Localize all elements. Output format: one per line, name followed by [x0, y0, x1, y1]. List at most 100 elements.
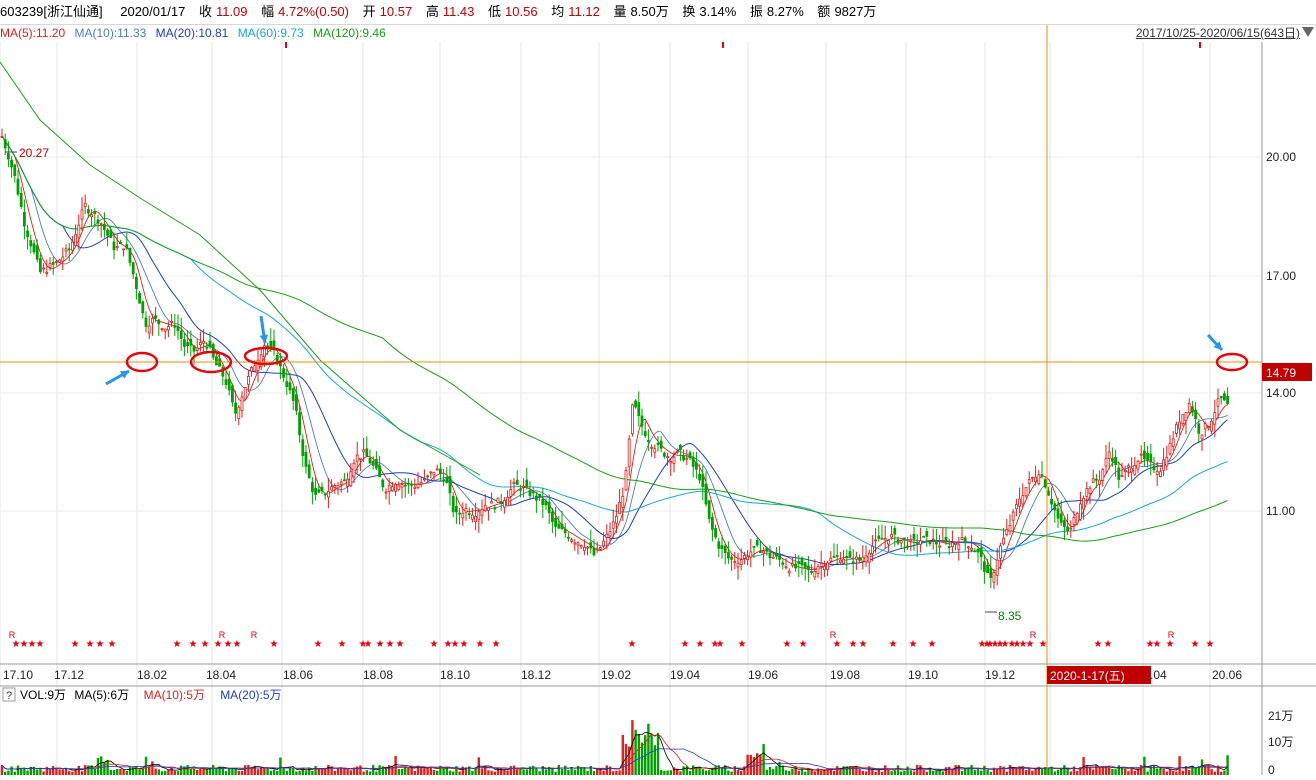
volume-bar [551, 767, 554, 775]
candle [720, 534, 724, 559]
volume-bar [471, 771, 474, 775]
candle-body [970, 547, 973, 551]
candle [755, 538, 759, 547]
candle-body [352, 462, 356, 478]
candle-body [301, 439, 305, 456]
candle [131, 261, 135, 279]
candle [599, 546, 602, 551]
volume-bar [925, 771, 928, 775]
candle [906, 536, 909, 550]
candle [554, 506, 557, 537]
candle-body [371, 460, 375, 466]
volume-bar [602, 770, 605, 775]
candle [1002, 528, 1005, 546]
star-marker: ★ [476, 639, 485, 650]
candle [791, 557, 794, 568]
candle [1027, 471, 1031, 494]
volume-bar [1181, 770, 1184, 775]
volume-bar [839, 767, 842, 775]
candle-body [976, 548, 980, 553]
candle [647, 429, 650, 451]
candle-body [579, 545, 583, 548]
candle [858, 554, 861, 564]
volume-bar [349, 770, 352, 775]
volume-bar [77, 765, 80, 775]
volume-bar [52, 766, 55, 775]
vol-tick-label: 21万 [1268, 709, 1293, 723]
dropdown-arrow-icon[interactable] [1302, 27, 1314, 37]
volume-bar [164, 770, 167, 775]
candle [909, 534, 913, 551]
candle-body [1027, 479, 1031, 484]
date-range-selector[interactable]: 2017/10/25-2020/06/15(643日) [1135, 26, 1300, 40]
candle [1143, 441, 1146, 467]
volume-bar [10, 766, 13, 775]
star-marker: ★ [376, 639, 385, 650]
candle [1152, 456, 1156, 474]
candle [800, 556, 804, 575]
candle [931, 528, 935, 550]
close-value: 11.09 [215, 4, 248, 19]
candle-body [426, 475, 430, 478]
star-marker: ★ [996, 639, 1005, 650]
candle [109, 226, 113, 238]
candle-body [928, 541, 932, 545]
candle [163, 328, 167, 340]
volume-bar [1133, 770, 1136, 775]
candle-body [1120, 475, 1124, 477]
star-marker: ★ [1166, 639, 1175, 650]
x-tick-label: 20.06 [1212, 668, 1242, 682]
stock-code-name: 603239[浙江仙通] [0, 4, 103, 19]
candle [147, 315, 151, 340]
candle [307, 459, 311, 479]
volume-bar [311, 770, 314, 775]
volume-bar [951, 770, 954, 775]
volume-bar [1098, 767, 1101, 775]
volume-bar [416, 765, 420, 775]
candle-body [1095, 478, 1098, 481]
candle-body [691, 457, 695, 467]
candle [682, 449, 685, 462]
candle [349, 463, 353, 488]
candle-body [720, 545, 724, 550]
candle [643, 421, 647, 438]
candle-body [61, 256, 65, 262]
ma120-line-head [0, 61, 481, 476]
amount-label: 额 [817, 4, 831, 19]
candle [445, 467, 449, 484]
candle-body [224, 379, 228, 385]
volume-bar [292, 768, 295, 775]
candle-body [454, 506, 458, 513]
candle [819, 550, 823, 580]
candle [173, 313, 177, 336]
candle-body [67, 248, 71, 251]
volume-bar [247, 765, 250, 775]
candle [695, 451, 698, 479]
candle [1034, 465, 1037, 486]
volume-bar [1172, 770, 1175, 775]
candle [944, 527, 948, 546]
volume-bar [285, 770, 288, 775]
star-marker: ★ [991, 639, 1000, 650]
volume-bar [71, 771, 74, 775]
volume-bar [548, 766, 551, 775]
volume-bar [986, 769, 989, 775]
candle-body [704, 483, 708, 505]
candle [160, 327, 164, 332]
star-marker: ★ [1146, 639, 1155, 650]
volume-bar [55, 767, 58, 775]
candle-body [544, 500, 548, 506]
star-marker: ★ [681, 639, 690, 650]
candle [422, 469, 426, 482]
candle-body [483, 505, 487, 512]
cursor-date-tag [1047, 666, 1151, 684]
volume-bar [813, 771, 816, 775]
volume-bar [407, 767, 410, 775]
candle-body [695, 462, 698, 470]
candle [915, 534, 919, 558]
x-tick-label: 19.06 [748, 668, 778, 682]
candle-body [403, 484, 407, 487]
candle-body [1050, 498, 1053, 505]
candle-body [435, 468, 439, 471]
candle [714, 524, 717, 540]
